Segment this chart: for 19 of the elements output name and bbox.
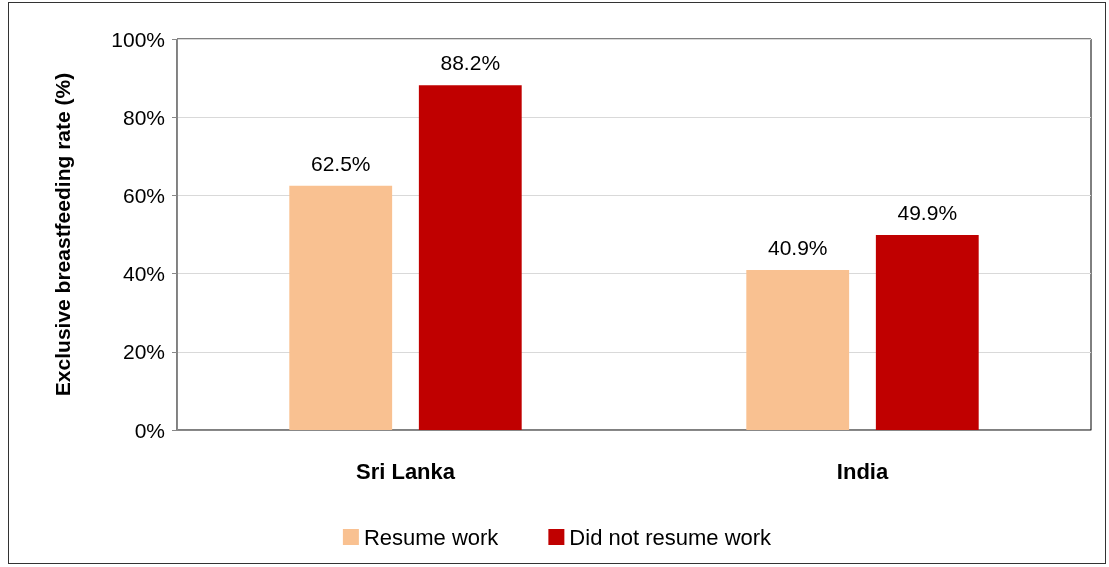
y-tick-label: 20% xyxy=(122,340,165,364)
y-tick-label: 100% xyxy=(111,27,165,51)
bar xyxy=(289,185,393,430)
bar xyxy=(746,270,850,430)
x-tick-label: Sri Lanka xyxy=(355,458,456,484)
legend-label: Resume work xyxy=(363,524,500,550)
y-tick-label: 60% xyxy=(122,183,165,207)
y-tick-label: 80% xyxy=(122,105,165,129)
data-label: 49.9% xyxy=(897,200,958,224)
bar xyxy=(418,85,522,430)
data-label: 88.2% xyxy=(440,51,501,75)
y-tick-label: 40% xyxy=(122,262,165,286)
x-tick-label: India xyxy=(836,458,889,484)
y-axis-title: Exclusive breastfeeding rate (%) xyxy=(51,72,74,397)
data-label: 40.9% xyxy=(767,236,828,260)
legend-label: Did not resume work xyxy=(569,524,773,550)
y-tick-label: 0% xyxy=(134,418,165,442)
bar xyxy=(875,234,979,430)
data-label: 62.5% xyxy=(310,151,371,175)
